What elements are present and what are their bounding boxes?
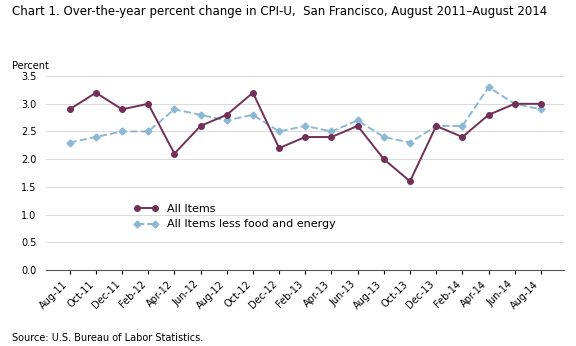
All Items less food and energy: [302, 124, 309, 128]
Legend: All Items, All Items less food and energy: All Items, All Items less food and energ…: [134, 204, 336, 229]
All Items less food and energy: [354, 118, 361, 122]
All Items less food and energy: [223, 118, 230, 122]
All Items: [380, 157, 387, 161]
All Items less food and energy: [433, 124, 439, 128]
Text: Source: U.S. Bureau of Labor Statistics.: Source: U.S. Bureau of Labor Statistics.: [12, 333, 203, 343]
All Items: [119, 107, 126, 111]
All Items less food and energy: [66, 140, 73, 145]
All Items less food and energy: [249, 113, 256, 117]
All Items: [459, 135, 466, 139]
All Items less food and energy: [119, 129, 126, 134]
All Items: [537, 102, 544, 106]
All Items: [276, 146, 283, 150]
All Items: [407, 179, 414, 183]
All Items: [433, 124, 439, 128]
All Items less food and energy: [380, 135, 387, 139]
All Items: [66, 107, 73, 111]
All Items less food and energy: [92, 135, 99, 139]
All Items less food and energy: [328, 129, 335, 134]
All Items less food and energy: [197, 113, 204, 117]
All Items: [302, 135, 309, 139]
Line: All Items less food and energy: All Items less food and energy: [67, 85, 543, 145]
All Items: [92, 91, 99, 95]
All Items less food and energy: [485, 85, 492, 89]
All Items less food and energy: [511, 102, 518, 106]
Text: Chart 1. Over-the-year percent change in CPI-U,  San Francisco, August 2011–Augu: Chart 1. Over-the-year percent change in…: [12, 5, 547, 18]
All Items less food and energy: [459, 124, 466, 128]
Line: All Items: All Items: [67, 90, 544, 184]
All Items: [223, 113, 230, 117]
All Items: [145, 102, 151, 106]
All Items less food and energy: [145, 129, 151, 134]
All Items less food and energy: [407, 140, 414, 145]
All Items less food and energy: [537, 107, 544, 111]
All Items: [354, 124, 361, 128]
All Items less food and energy: [276, 129, 283, 134]
All Items: [328, 135, 335, 139]
All Items less food and energy: [171, 107, 178, 111]
All Items: [511, 102, 518, 106]
All Items: [171, 152, 178, 156]
All Items: [249, 91, 256, 95]
Text: Percent: Percent: [12, 61, 48, 71]
All Items: [197, 124, 204, 128]
All Items: [485, 113, 492, 117]
